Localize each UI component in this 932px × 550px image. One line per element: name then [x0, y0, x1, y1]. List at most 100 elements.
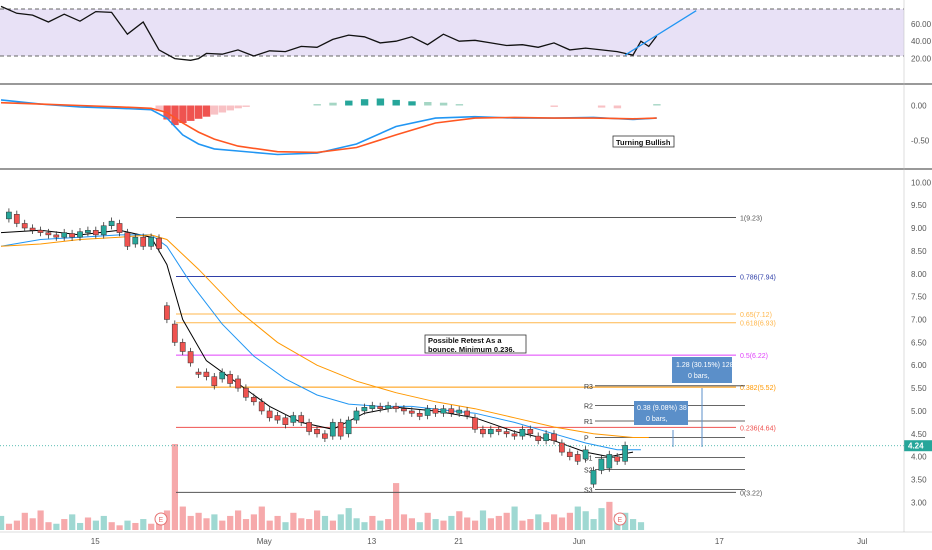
earnings-marker[interactable]: E [613, 512, 627, 526]
volume-bar [400, 514, 408, 530]
candle [551, 430, 557, 445]
measure-text-2: 0.38 (9.08%) 38 [637, 405, 687, 412]
candle-body [69, 233, 75, 238]
candle [511, 430, 518, 440]
volume-bar [551, 514, 558, 530]
volume-bar [124, 520, 131, 530]
volume-bar [195, 512, 202, 530]
candle-body [448, 408, 455, 414]
retest-note-bg [424, 334, 527, 354]
candle-body [432, 408, 439, 414]
candle-body [187, 351, 194, 364]
candle [456, 406, 463, 417]
volume-bar [535, 514, 542, 530]
volume-bar [235, 510, 242, 530]
candle [472, 414, 478, 433]
candle [219, 368, 226, 383]
volume-bar [45, 522, 52, 530]
candle [361, 403, 368, 415]
time-tick-label: 17 [715, 537, 724, 546]
volume-bar [219, 520, 226, 530]
candle-body [235, 378, 241, 389]
candle [424, 405, 431, 420]
volume-bar [116, 525, 123, 530]
candle-body [440, 408, 447, 414]
candle [45, 228, 52, 239]
volume-bar [0, 515, 5, 530]
candle-body [274, 415, 281, 421]
candle-body [37, 230, 44, 233]
earnings-marker[interactable]: E [154, 512, 168, 526]
candle [13, 210, 20, 228]
volume-bar [503, 512, 510, 530]
volume-bar [69, 514, 76, 530]
candle [77, 228, 83, 241]
rsi-tick-label: 60.00 [911, 20, 932, 29]
moving-average-line [0, 234, 641, 451]
volume-bar [456, 511, 463, 530]
candle-body [424, 408, 431, 416]
candle [385, 401, 391, 413]
measure-text-2b: 0 bars, [646, 416, 667, 423]
turning-bullish-label: Turning Bullish [616, 138, 671, 147]
price-tick-label: 4.00 [911, 453, 927, 462]
candle-body [401, 408, 407, 412]
candle [337, 418, 344, 440]
candle-body [164, 305, 170, 320]
macd-signal-line [0, 101, 657, 154]
volume-bar [566, 512, 573, 530]
candle [132, 233, 139, 248]
price-tick-label: 8.00 [911, 270, 927, 279]
candle [140, 233, 147, 250]
candle [393, 402, 399, 413]
candle [401, 405, 407, 415]
candle-body [464, 410, 470, 416]
volume-bar [479, 510, 487, 530]
volume-bar [416, 522, 423, 530]
volume-bar [630, 519, 637, 530]
candle-body [179, 342, 186, 352]
candle [21, 219, 28, 232]
candle-body [219, 371, 226, 380]
volume-bar [132, 522, 139, 530]
candle [622, 441, 628, 465]
volume-bar [511, 506, 518, 530]
volume-bar [424, 512, 431, 530]
time-tick-label: Jul [857, 537, 867, 546]
rsi-panel: 60.00 40.00 20.00 [0, 5, 932, 64]
candle [495, 425, 502, 436]
candle-body [329, 422, 336, 437]
volume-bar [606, 501, 613, 530]
macd-histogram-bar [597, 105, 606, 108]
volume-bar [77, 522, 84, 530]
candle [606, 450, 613, 472]
volume-bar [100, 515, 107, 530]
candle-body [582, 449, 589, 460]
candle-body [13, 214, 20, 224]
volume-bar [37, 510, 44, 530]
pivot-label: R1 [584, 419, 593, 426]
price-tick-label: 8.50 [911, 247, 927, 256]
volume-bar [84, 517, 92, 530]
macd-histogram-bar [376, 98, 385, 106]
candle-body [566, 451, 573, 457]
candle [543, 430, 549, 445]
rsi-trendline [624, 10, 697, 56]
candle [227, 370, 233, 388]
candle [243, 384, 249, 401]
macd-histogram-bar [653, 104, 661, 106]
macd-histogram-bar [329, 102, 337, 106]
candle [69, 229, 75, 241]
macd-histogram-bar [550, 105, 558, 107]
volume-bar [53, 523, 60, 530]
volume-bar [314, 510, 321, 530]
time-tick-label: Jun [573, 537, 586, 546]
candle [566, 448, 573, 461]
candle [598, 455, 605, 475]
candle-body [298, 415, 305, 423]
volume-bar [385, 519, 392, 530]
time-tick-label: 21 [454, 537, 463, 546]
candle-body [527, 429, 534, 435]
volume-bar [369, 515, 376, 530]
